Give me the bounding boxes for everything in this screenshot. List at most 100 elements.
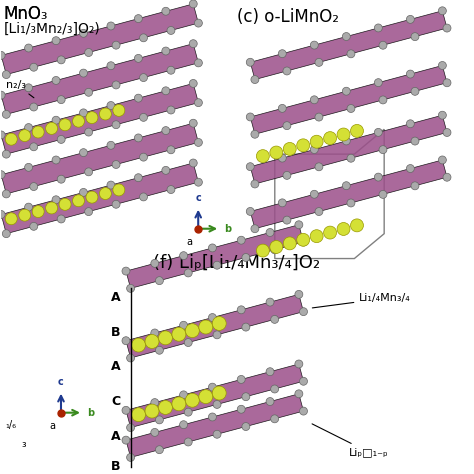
Circle shape [0, 210, 5, 219]
Circle shape [310, 230, 323, 243]
Circle shape [162, 166, 170, 174]
Circle shape [135, 55, 142, 63]
Circle shape [342, 87, 350, 95]
Circle shape [443, 173, 451, 181]
Circle shape [374, 79, 383, 87]
Circle shape [139, 34, 147, 42]
Circle shape [30, 143, 38, 151]
Circle shape [85, 88, 92, 96]
Circle shape [107, 181, 115, 189]
Circle shape [278, 104, 286, 112]
Circle shape [184, 269, 192, 277]
Polygon shape [126, 394, 303, 457]
Text: n₂/₃: n₂/₃ [6, 80, 34, 98]
Circle shape [209, 244, 217, 252]
Circle shape [86, 112, 98, 124]
Circle shape [52, 196, 60, 204]
Circle shape [411, 33, 419, 41]
Circle shape [180, 252, 188, 260]
Text: C: C [111, 395, 121, 408]
Circle shape [189, 40, 197, 48]
Text: a: a [186, 237, 192, 246]
Circle shape [297, 233, 310, 246]
Circle shape [194, 19, 202, 27]
Text: b: b [224, 224, 231, 234]
Circle shape [135, 174, 142, 182]
Circle shape [30, 103, 38, 111]
Circle shape [30, 222, 38, 230]
Circle shape [2, 71, 10, 79]
Circle shape [167, 66, 175, 74]
Circle shape [139, 153, 147, 161]
Circle shape [189, 119, 197, 127]
Circle shape [25, 164, 33, 171]
Circle shape [194, 59, 202, 67]
Circle shape [127, 284, 135, 292]
Circle shape [5, 213, 17, 225]
Text: Liₚ□₁₋ₚ: Liₚ□₁₋ₚ [312, 424, 389, 457]
Circle shape [162, 127, 170, 135]
Circle shape [270, 146, 283, 159]
Circle shape [167, 146, 175, 154]
Circle shape [237, 375, 245, 383]
Circle shape [295, 390, 303, 398]
Circle shape [135, 94, 142, 102]
Circle shape [0, 171, 5, 179]
Circle shape [46, 122, 57, 134]
Circle shape [52, 116, 60, 124]
Circle shape [189, 159, 197, 167]
Circle shape [52, 156, 60, 164]
Circle shape [184, 408, 192, 416]
Circle shape [310, 41, 318, 49]
Text: [Li₁/₃Mn₂/₃]O₂): [Li₁/₃Mn₂/₃]O₂) [3, 22, 100, 36]
Circle shape [32, 206, 44, 218]
Circle shape [443, 24, 451, 32]
Polygon shape [250, 160, 447, 229]
Circle shape [19, 209, 31, 221]
Circle shape [80, 29, 88, 37]
Circle shape [266, 298, 274, 306]
Circle shape [80, 149, 88, 156]
Circle shape [315, 163, 323, 171]
Circle shape [374, 128, 383, 137]
Circle shape [310, 96, 318, 104]
Circle shape [158, 401, 173, 414]
Circle shape [246, 113, 254, 121]
Polygon shape [1, 83, 199, 154]
Circle shape [113, 104, 125, 116]
Circle shape [113, 184, 125, 196]
Circle shape [347, 105, 355, 112]
Circle shape [194, 178, 202, 186]
Text: c: c [195, 193, 201, 203]
Text: ₁/₆: ₁/₆ [5, 419, 16, 429]
Circle shape [135, 134, 142, 142]
Circle shape [271, 246, 279, 254]
Circle shape [283, 172, 291, 179]
Circle shape [145, 335, 159, 348]
Circle shape [151, 259, 159, 267]
Circle shape [180, 421, 188, 428]
Text: Li₁/₄Mn₃/₄: Li₁/₄Mn₃/₄ [312, 293, 411, 308]
Text: a: a [49, 420, 55, 431]
Circle shape [112, 121, 120, 129]
Circle shape [135, 15, 142, 23]
Circle shape [59, 119, 71, 131]
Circle shape [151, 428, 159, 437]
Circle shape [443, 128, 451, 137]
Circle shape [32, 126, 44, 138]
Circle shape [2, 110, 10, 118]
Circle shape [167, 27, 175, 35]
Polygon shape [126, 294, 303, 358]
Circle shape [167, 106, 175, 114]
Text: A: A [111, 360, 121, 374]
Circle shape [85, 128, 92, 136]
Circle shape [295, 360, 303, 368]
Text: B: B [111, 460, 121, 473]
Circle shape [209, 314, 217, 321]
Circle shape [139, 73, 147, 82]
Circle shape [212, 317, 226, 330]
Circle shape [337, 128, 350, 141]
Text: A: A [111, 291, 121, 304]
Polygon shape [1, 163, 199, 234]
Circle shape [127, 454, 135, 461]
